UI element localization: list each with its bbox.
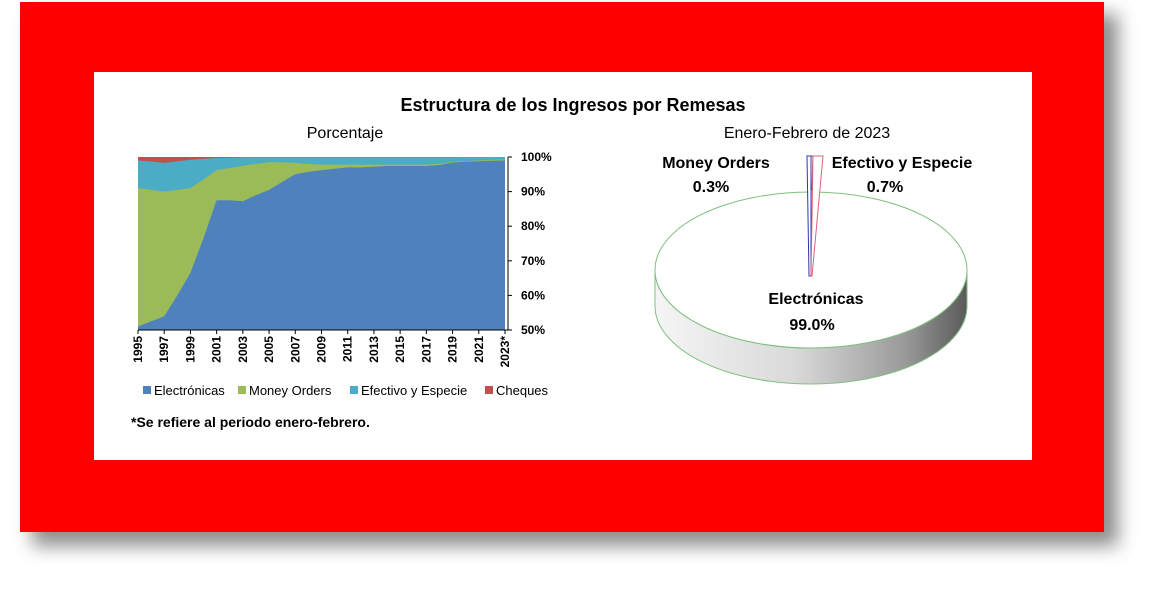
x-tick-label: 2021 [472,336,486,363]
y-axis-ticks: 50% 60% 70% 80% 90% 100% [508,150,552,337]
x-tick-label: 2011 [341,336,355,362]
y-tick-label: 60% [521,288,545,302]
pie-label-efectivo-name: Efectivo y Especie [832,155,973,172]
pie-label-efectivo-value: 0.7% [867,179,903,196]
area-series-electr-nicas [138,160,505,330]
x-tick-label: 2013 [367,336,381,363]
legend: Electrónicas Money Orders Efectivo y Esp… [143,383,549,398]
x-tick-label: 2001 [210,336,224,363]
x-tick-label: 2015 [393,336,407,363]
y-tick-label: 80% [521,219,545,233]
x-tick-label: 2009 [315,336,329,363]
x-tick-label: 2005 [262,336,276,363]
legend-label-efectivo: Efectivo y Especie [361,383,467,398]
footnote: *Se refiere al periodo enero-febrero. [131,414,370,430]
pie-slice-money-orders-wedge [806,155,812,277]
y-tick-label: 100% [521,150,552,164]
legend-swatch-efectivo [350,386,358,394]
pie-slice-efectivo [810,155,824,277]
area-chart-title: Porcentaje [307,125,384,142]
area-series-layers [138,157,505,330]
x-tick-label: 2007 [288,336,302,363]
x-tick-label: 2003 [236,336,250,363]
pie-chart-title: Enero-Febrero de 2023 [724,125,890,142]
y-tick-label: 50% [521,323,545,337]
y-tick-label: 70% [521,254,545,268]
x-tick-label: 2019 [446,336,460,363]
legend-swatch-money-orders [238,386,246,394]
legend-label-electronicas: Electrónicas [154,383,225,398]
x-axis-ticks: 1995 1997 1999 2001 2003 2005 2007 2009 2011 2013… [131,330,512,367]
y-tick-label: 90% [521,185,545,199]
main-title: Estructura de los Ingresos por Remesas [400,95,745,115]
x-tick-label: 2017 [419,336,433,363]
x-tick-label: 1995 [131,336,145,363]
legend-swatch-cheques [485,386,493,394]
x-tick-label: 1997 [157,336,171,363]
legend-label-money-orders: Money Orders [249,383,332,398]
x-tick-label: 2023* [498,336,512,368]
pie-label-electronicas-value: 99.0% [789,317,834,334]
pie-chart [654,155,968,385]
pie-label-money-orders-value: 0.3% [693,179,729,196]
legend-swatch-electronicas [143,386,151,394]
pie-label-electronicas-name: Electrónicas [768,291,863,308]
legend-label-cheques: Cheques [496,383,549,398]
pie-label-money-orders-name: Money Orders [662,155,770,172]
x-tick-label: 1999 [183,336,197,363]
